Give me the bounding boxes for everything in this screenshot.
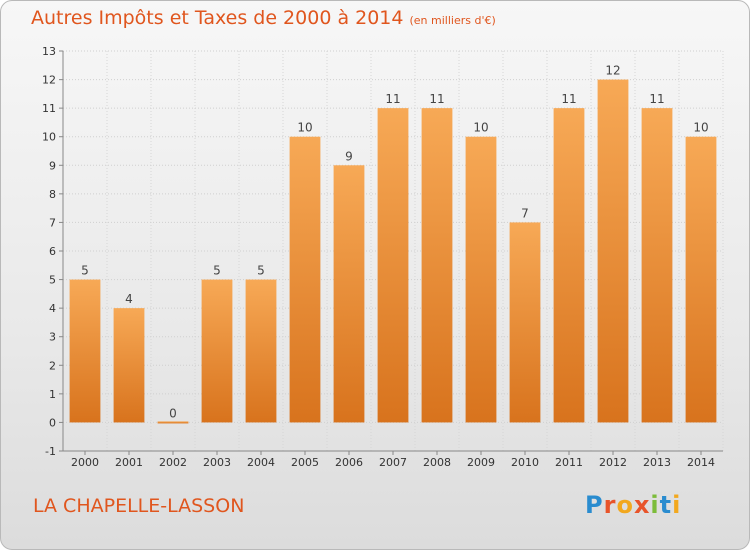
- y-tick-label: 9: [49, 159, 56, 172]
- bar-2003: [201, 279, 233, 423]
- y-tick-label: 0: [49, 416, 56, 429]
- x-tick-label-2011: 2011: [555, 456, 583, 469]
- y-tick-label: 13: [42, 45, 56, 58]
- bars: [69, 79, 717, 424]
- y-tick-label: 12: [42, 74, 56, 87]
- y-tick-label: 6: [49, 245, 56, 258]
- x-tick-label-2003: 2003: [203, 456, 231, 469]
- data-label-2005: 10: [297, 121, 312, 135]
- data-label-2011: 11: [561, 92, 576, 106]
- x-tick-label-2001: 2001: [115, 456, 143, 469]
- x-tick-label-2014: 2014: [687, 456, 715, 469]
- x-tick-label-2004: 2004: [247, 456, 275, 469]
- y-tick-label: 7: [49, 216, 56, 229]
- place-name: LA CHAPELLE-LASSON: [33, 495, 245, 517]
- bar-2002: [157, 421, 189, 424]
- data-label-2004: 5: [257, 264, 265, 278]
- x-tick-label-2000: 2000: [71, 456, 99, 469]
- data-label-2007: 11: [385, 92, 400, 106]
- y-tick-label: 4: [49, 302, 56, 315]
- axes: [59, 50, 723, 455]
- y-tick-label: 11: [42, 102, 56, 115]
- bar-2001: [113, 308, 145, 423]
- data-label-2013: 11: [649, 92, 664, 106]
- bar-2004: [245, 279, 277, 423]
- x-tick-label-2002: 2002: [159, 456, 187, 469]
- chart-title-text: Autres Impôts et Taxes de 2000 à 2014: [31, 7, 404, 29]
- y-tick-label: 1: [49, 388, 56, 401]
- bar-2014: [685, 136, 717, 423]
- data-label-2009: 10: [473, 121, 488, 135]
- data-label-2002: 0: [169, 406, 177, 420]
- bar-2005: [289, 136, 321, 423]
- x-tick-label-2006: 2006: [335, 456, 363, 469]
- x-tick-label-2013: 2013: [643, 456, 671, 469]
- bar-2012: [597, 79, 629, 423]
- bar-2006: [333, 165, 365, 423]
- bar-2011: [553, 108, 585, 423]
- proxiti-logo: Proxiti: [585, 491, 682, 519]
- bar-2013: [641, 108, 673, 423]
- chart-title: Autres Impôts et Taxes de 2000 à 2014 (en…: [31, 7, 496, 29]
- y-tick-label: 3: [49, 331, 56, 344]
- data-label-2012: 12: [605, 64, 620, 78]
- data-label-2000: 5: [81, 264, 89, 278]
- y-tick-label: 5: [49, 274, 56, 287]
- bar-2010: [509, 222, 541, 423]
- x-tick-label-2012: 2012: [599, 456, 627, 469]
- y-tick-label: 8: [49, 188, 56, 201]
- data-label-2014: 10: [693, 121, 708, 135]
- x-tick-label-2009: 2009: [467, 456, 495, 469]
- y-tick-label: -1: [45, 445, 56, 458]
- labels: -101234567891011121352000420010200252003…: [42, 45, 715, 469]
- bar-2008: [421, 108, 453, 423]
- y-tick-label: 10: [42, 131, 56, 144]
- x-tick-label-2010: 2010: [511, 456, 539, 469]
- chart-unit: (en milliers d'€): [409, 14, 496, 27]
- x-tick-label-2007: 2007: [379, 456, 407, 469]
- data-label-2001: 4: [125, 292, 133, 306]
- bar-2007: [377, 108, 409, 423]
- data-label-2010: 7: [521, 206, 529, 220]
- bar-2000: [69, 279, 101, 423]
- bar-2009: [465, 136, 497, 423]
- data-label-2003: 5: [213, 264, 221, 278]
- y-tick-label: 2: [49, 359, 56, 372]
- data-label-2008: 11: [429, 92, 444, 106]
- x-tick-label-2005: 2005: [291, 456, 319, 469]
- x-tick-label-2008: 2008: [423, 456, 451, 469]
- data-label-2006: 9: [345, 149, 353, 163]
